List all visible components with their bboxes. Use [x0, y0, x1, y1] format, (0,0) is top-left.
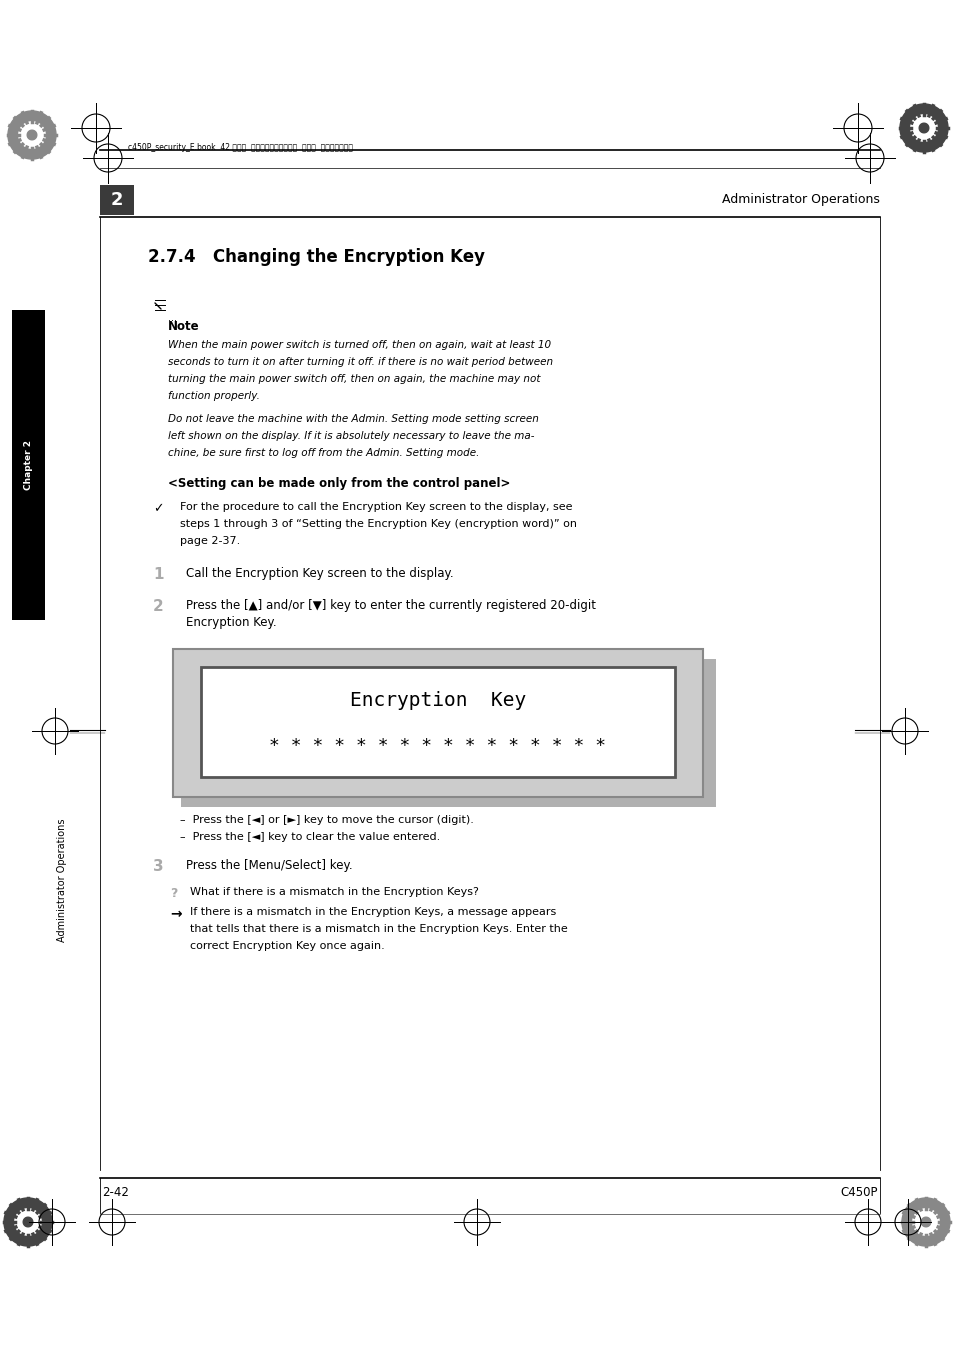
Polygon shape	[921, 1218, 930, 1227]
Polygon shape	[899, 104, 947, 153]
Text: For the procedure to call the Encryption Key screen to the display, see: For the procedure to call the Encryption…	[180, 502, 572, 512]
Polygon shape	[19, 122, 45, 148]
Polygon shape	[901, 1197, 949, 1246]
Text: –  Press the [◄] key to clear the value entered.: – Press the [◄] key to clear the value e…	[180, 832, 439, 842]
Text: * * * * * * * * * * * * * * * *: * * * * * * * * * * * * * * * *	[269, 737, 606, 755]
Text: that tells that there is a mismatch in the Encryption Keys. Enter the: that tells that there is a mismatch in t…	[190, 923, 567, 934]
Text: turning the main power switch off, then on again, the machine may not: turning the main power switch off, then …	[168, 374, 540, 383]
Text: ✓: ✓	[152, 502, 163, 514]
Text: –  Press the [◄] or [►] key to move the cursor (digit).: – Press the [◄] or [►] key to move the c…	[180, 815, 474, 825]
Text: 1: 1	[152, 567, 163, 582]
Text: left shown on the display. If it is absolutely necessary to leave the ma-: left shown on the display. If it is abso…	[168, 431, 534, 441]
Text: c450P_security_E.book  42 ページ  ２００７年４月１０日  火曜日  午後６晎４９分: c450P_security_E.book 42 ページ ２００７年４月１０日 …	[128, 143, 353, 153]
Text: steps 1 through 3 of “Setting the Encryption Key (encryption word)” on: steps 1 through 3 of “Setting the Encryp…	[180, 518, 577, 529]
Text: <Setting can be made only from the control panel>: <Setting can be made only from the contr…	[168, 477, 510, 490]
Text: →: →	[170, 907, 181, 921]
Bar	[201, 667, 675, 778]
Polygon shape	[15, 1208, 41, 1235]
Polygon shape	[28, 130, 37, 140]
Text: Administrator Operations: Administrator Operations	[721, 193, 879, 207]
Text: Chapter 2: Chapter 2	[24, 440, 33, 490]
Text: Note: Note	[168, 320, 199, 333]
Text: C450P: C450P	[840, 1187, 877, 1199]
Text: Encryption  Key: Encryption Key	[350, 690, 525, 710]
Text: chine, be sure first to log off from the Admin. Setting mode.: chine, be sure first to log off from the…	[168, 448, 478, 458]
Text: 2: 2	[152, 599, 164, 614]
Text: 2: 2	[111, 190, 123, 209]
Text: Encryption Key.: Encryption Key.	[186, 616, 276, 629]
Text: 2.7.4   Changing the Encryption Key: 2.7.4 Changing the Encryption Key	[148, 248, 484, 266]
Polygon shape	[912, 1208, 938, 1235]
Text: Press the [Menu/Select] key.: Press the [Menu/Select] key.	[186, 859, 353, 872]
Bar	[181, 659, 716, 807]
Text: If there is a mismatch in the Encryption Keys, a message appears: If there is a mismatch in the Encryption…	[190, 907, 556, 917]
Text: correct Encryption Key once again.: correct Encryption Key once again.	[190, 941, 384, 950]
Polygon shape	[910, 115, 936, 142]
Polygon shape	[4, 1197, 52, 1246]
Text: 2-42: 2-42	[102, 1187, 129, 1199]
Polygon shape	[8, 111, 56, 159]
Bar	[172, 649, 702, 796]
Bar	[12, 310, 45, 620]
Text: page 2-37.: page 2-37.	[180, 536, 240, 545]
Text: Call the Encryption Key screen to the display.: Call the Encryption Key screen to the di…	[186, 567, 453, 580]
Text: 3: 3	[152, 859, 164, 873]
Text: When the main power switch is turned off, then on again, wait at least 10: When the main power switch is turned off…	[168, 340, 551, 350]
Text: ...: ...	[168, 313, 177, 323]
Polygon shape	[919, 123, 928, 132]
Bar	[100, 185, 133, 215]
Text: What if there is a mismatch in the Encryption Keys?: What if there is a mismatch in the Encry…	[190, 887, 478, 896]
Text: function properly.: function properly.	[168, 392, 259, 401]
Text: seconds to turn it on after turning it off. if there is no wait period between: seconds to turn it on after turning it o…	[168, 356, 553, 367]
Text: Administrator Operations: Administrator Operations	[57, 818, 67, 942]
Text: ?: ?	[170, 887, 177, 900]
Polygon shape	[23, 1218, 32, 1227]
Text: Do not leave the machine with the Admin. Setting mode setting screen: Do not leave the machine with the Admin.…	[168, 414, 538, 424]
Text: Press the [▲] and/or [▼] key to enter the currently registered 20-digit: Press the [▲] and/or [▼] key to enter th…	[186, 599, 596, 612]
